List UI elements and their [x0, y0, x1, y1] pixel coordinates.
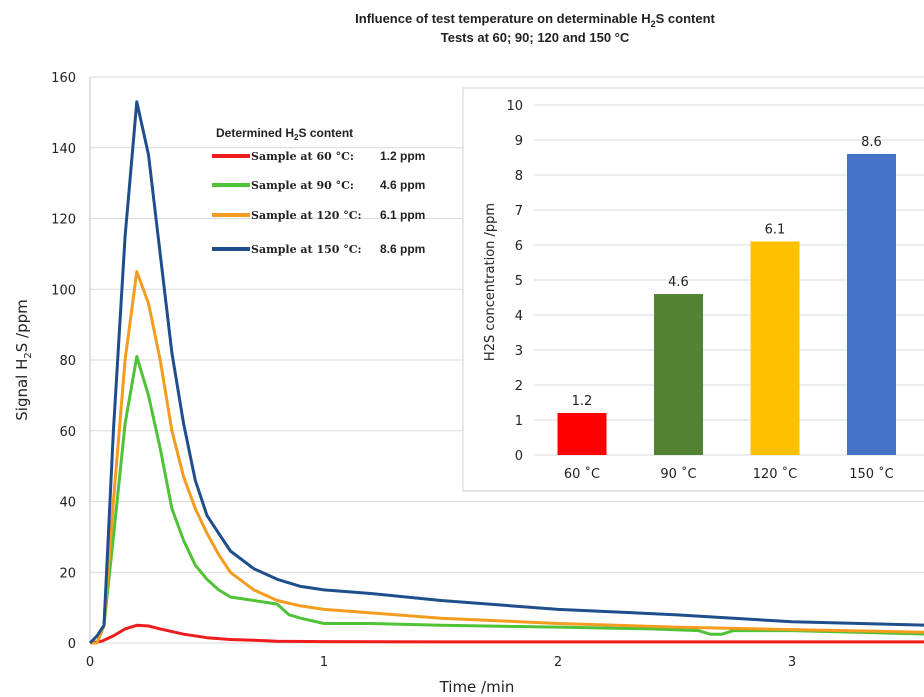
inset-bars	[557, 154, 896, 455]
inset-bar-3	[847, 154, 896, 455]
chart-title-line1: Influence of test temperature on determi…	[355, 11, 715, 29]
chart-title-line2: Tests at 60; 90; 120 and 150 °C	[441, 30, 630, 45]
main-y-tick-label: 60	[59, 425, 76, 440]
main-x-axis-label: Time /min	[439, 678, 515, 696]
inset-y-tick-label: 5	[515, 274, 523, 289]
inset-y-tick-label: 10	[506, 99, 523, 114]
inset-y-tick-label: 6	[515, 239, 523, 254]
main-y-tick-label: 0	[68, 637, 76, 652]
main-y-tick-label: 80	[59, 354, 76, 369]
main-legend: Determined H2S content Sample at 60 °C: 1…	[212, 126, 425, 256]
series-line-2	[90, 270, 924, 645]
main-y-tick-label: 20	[59, 566, 76, 581]
main-x-tick-labels: 0 1 2 3	[86, 655, 796, 670]
main-y-tick-label: 160	[51, 71, 76, 86]
main-series-lines	[88, 100, 924, 645]
inset-y-tick-label: 9	[515, 134, 523, 149]
legend-value-1: 4.6 ppm	[380, 178, 425, 192]
legend-value-0: 1.2 ppm	[380, 149, 425, 163]
series-line-0	[89, 623, 924, 645]
inset-y-tick-label: 8	[515, 169, 523, 184]
main-x-tick-label: 0	[86, 655, 94, 670]
inset-bar-value-label-2: 6.1	[765, 223, 786, 238]
main-y-tick-label: 100	[51, 283, 76, 298]
main-x-tick-label: 1	[320, 655, 328, 670]
inset-bar-value-labels: 1.2 4.6 6.1 8.6	[572, 135, 882, 409]
series-line-1	[90, 355, 924, 645]
inset-y-axis-label: H2S concentration /ppm	[483, 203, 498, 361]
inset-bar-value-label-0: 1.2	[572, 394, 593, 409]
inset-bar-1	[654, 294, 703, 455]
inset-bar-value-label-1: 4.6	[668, 275, 689, 290]
inset-y-tick-label: 3	[515, 344, 523, 359]
main-y-tick-label: 120	[51, 213, 76, 228]
main-y-axis-label: Signal H2S /ppm	[13, 299, 34, 421]
main-y-tick-label: 140	[51, 142, 76, 157]
inset-y-tick-label: 2	[515, 379, 523, 394]
inset-bar-0	[557, 413, 607, 455]
legend-title: Determined H2S content	[216, 126, 353, 142]
inset-bar-2	[750, 241, 800, 455]
legend-value-3: 8.6 ppm	[380, 242, 425, 256]
inset-x-tick-label-1: 90 ˚C	[660, 466, 696, 482]
main-x-tick-label: 2	[554, 655, 562, 670]
inset-bar-chart: 0 1 2 3 4 5 6 7 8 9 10 1.2 4.6 6.1 8.6 60 ˚C 90 ˚C 120 …	[462, 87, 924, 492]
series-line-3	[88, 100, 924, 645]
inset-y-tick-label: 0	[515, 449, 523, 464]
legend-label-1: Sample at 90 °C:	[251, 179, 354, 192]
inset-y-tick-label: 4	[515, 309, 523, 324]
main-x-tick-label: 3	[788, 655, 796, 670]
legend-label-2: Sample at 120 °C:	[251, 209, 362, 222]
inset-y-tick-label: 1	[515, 414, 523, 429]
inset-x-tick-label-2: 120 ˚C	[753, 466, 798, 482]
inset-y-tick-label: 7	[515, 204, 523, 219]
legend-label-0: Sample at 60 °C:	[251, 150, 354, 163]
inset-x-tick-label-3: 150 ˚C	[849, 466, 894, 482]
inset-y-tick-labels: 0 1 2 3 4 5 6 7 8 9 10	[506, 99, 523, 464]
inset-x-tick-label-0: 60 ˚C	[564, 466, 600, 482]
main-y-tick-label: 40	[59, 496, 76, 511]
legend-value-2: 6.1 ppm	[380, 208, 425, 222]
inset-bar-value-label-3: 8.6	[861, 135, 882, 150]
legend-label-3: Sample at 150 °C:	[251, 243, 362, 256]
main-y-tick-labels: 0 20 40 60 80 100 120 140 160	[51, 71, 76, 652]
inset-x-tick-labels: 60 ˚C 90 ˚C 120 ˚C 150 ˚C	[564, 466, 894, 482]
